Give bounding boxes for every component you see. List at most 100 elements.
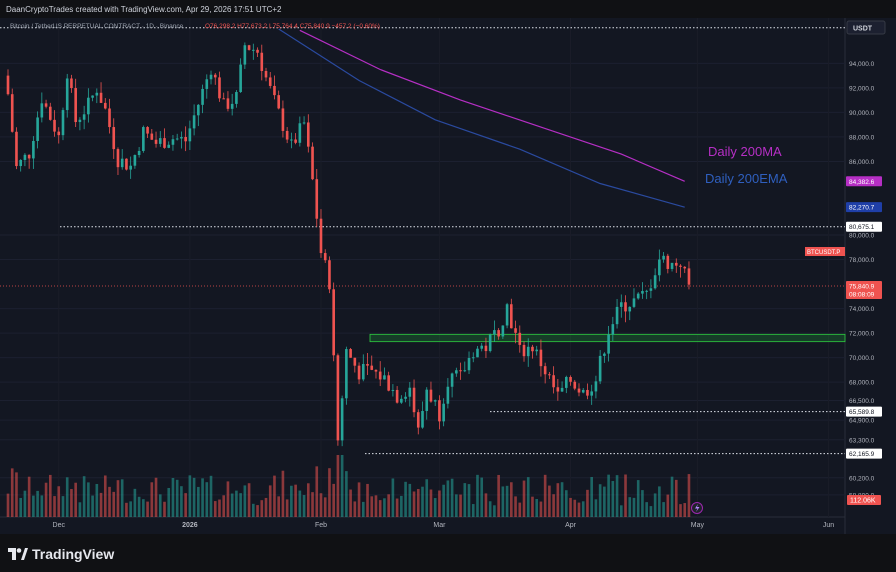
volume-bar [501, 486, 505, 517]
price-label-text: 62,165.9 [849, 451, 875, 458]
candle-body [543, 366, 547, 375]
volume-bar [539, 501, 543, 517]
chart-frame[interactable]: 94,000.0 92,000.0 90,000.0 88,000.0 86,000.0… [0, 18, 896, 534]
volume-bar [526, 477, 530, 517]
candle-body [285, 130, 289, 140]
candle-body [463, 370, 467, 372]
candle-body [78, 119, 82, 123]
volume-bar [65, 477, 69, 517]
candle-body [158, 138, 162, 144]
ema200-annotation: Daily 200EMA [705, 171, 788, 186]
volume-bar [459, 494, 462, 517]
candle-body [370, 365, 374, 370]
candle-body [108, 108, 111, 128]
volume-bar [586, 489, 589, 517]
volume-bar [154, 477, 158, 517]
volume-bar [23, 490, 27, 517]
tradingview-logo[interactable]: TradingView [8, 546, 114, 562]
y-tick-label: 70,000.0 [849, 355, 875, 362]
y-tick-label: 88,000.0 [849, 134, 875, 141]
price-axis[interactable] [845, 18, 896, 534]
volume-bar [349, 489, 352, 517]
candle-body [649, 288, 653, 291]
candle-body [125, 158, 128, 170]
candle-body [226, 98, 230, 109]
candle-body [395, 389, 399, 403]
candle-body [294, 139, 297, 143]
volume-bar [641, 490, 644, 517]
volume-bar [298, 490, 302, 517]
volume-label: 112.06K [850, 498, 876, 505]
volume-bar [180, 486, 183, 517]
time-axis[interactable] [0, 517, 845, 534]
tradingview-logo-icon [8, 548, 28, 560]
candle-body [103, 102, 107, 109]
x-axis-ticks: Dec 2026 Feb Mar Apr May Jun [53, 522, 835, 529]
volume-bar [243, 485, 247, 517]
plot-background [0, 18, 845, 517]
candle-body [256, 49, 259, 53]
y-tick-label: 63,300.0 [849, 437, 875, 444]
volume-bar [548, 485, 551, 517]
candle-body [345, 349, 348, 399]
volume-bar [264, 497, 268, 517]
volume-bar [518, 502, 522, 517]
candle-body [573, 381, 577, 389]
candle-body [577, 388, 581, 393]
candle-body [514, 328, 517, 333]
candles [6, 42, 691, 447]
volume-bar [332, 483, 335, 517]
volume-bar [6, 493, 10, 517]
volume-bar [412, 491, 416, 517]
symbol-legend: Bitcoin / TetherUS PERPETUAL CONTRACT · … [10, 23, 184, 30]
price-chart[interactable]: 94,000.0 92,000.0 90,000.0 88,000.0 86,000.0… [0, 18, 896, 534]
volume-bar [285, 499, 289, 517]
x-tick-label: 2026 [182, 522, 198, 529]
x-tick-label: Jun [823, 522, 834, 529]
ema200-line [278, 28, 685, 208]
moving-averages [278, 28, 685, 208]
candle-body [548, 374, 551, 376]
candle-body [611, 324, 615, 335]
candle-body [32, 140, 35, 159]
candle-body [400, 398, 403, 403]
candle-body [560, 387, 564, 392]
volume-bar [239, 493, 242, 517]
volume-bar [535, 498, 539, 517]
volume-bar [235, 490, 238, 517]
candle-body [6, 75, 10, 95]
volume-bar [95, 483, 99, 517]
currency-button-label: USDT [853, 26, 873, 33]
candle-body [438, 400, 441, 422]
volume-bar [158, 494, 162, 517]
volume-bar [252, 503, 255, 517]
volume-bar [192, 477, 196, 517]
volume-bar [391, 478, 395, 517]
candle-body [603, 353, 606, 356]
y-tick-label: 86,000.0 [849, 159, 875, 166]
price-label-badge [846, 176, 882, 187]
candle-body [239, 64, 242, 93]
volume-bar [27, 476, 31, 517]
candle-body [340, 398, 344, 441]
volume-bar [636, 480, 640, 517]
volume-bar [514, 496, 517, 517]
volume-bar [378, 500, 382, 517]
candle-body [323, 253, 327, 261]
candle-body [349, 349, 352, 358]
volume-bar [598, 484, 602, 517]
price-labels: 84,382.6 82,270.7 80,675.1 75,840.908:08:09… [846, 176, 882, 459]
candle-body [446, 386, 450, 404]
currency-button[interactable] [846, 20, 886, 35]
candle-body [569, 376, 572, 382]
candle-body [336, 355, 340, 441]
volume-bar [294, 484, 297, 517]
candle-body [120, 158, 124, 168]
volume-bar [374, 495, 378, 517]
candle-body [175, 138, 179, 140]
volume-bar [44, 482, 48, 517]
x-tick-label: Dec [53, 522, 66, 529]
candle-body [658, 259, 661, 276]
volume-bar [146, 501, 149, 517]
candle-body [74, 88, 77, 123]
